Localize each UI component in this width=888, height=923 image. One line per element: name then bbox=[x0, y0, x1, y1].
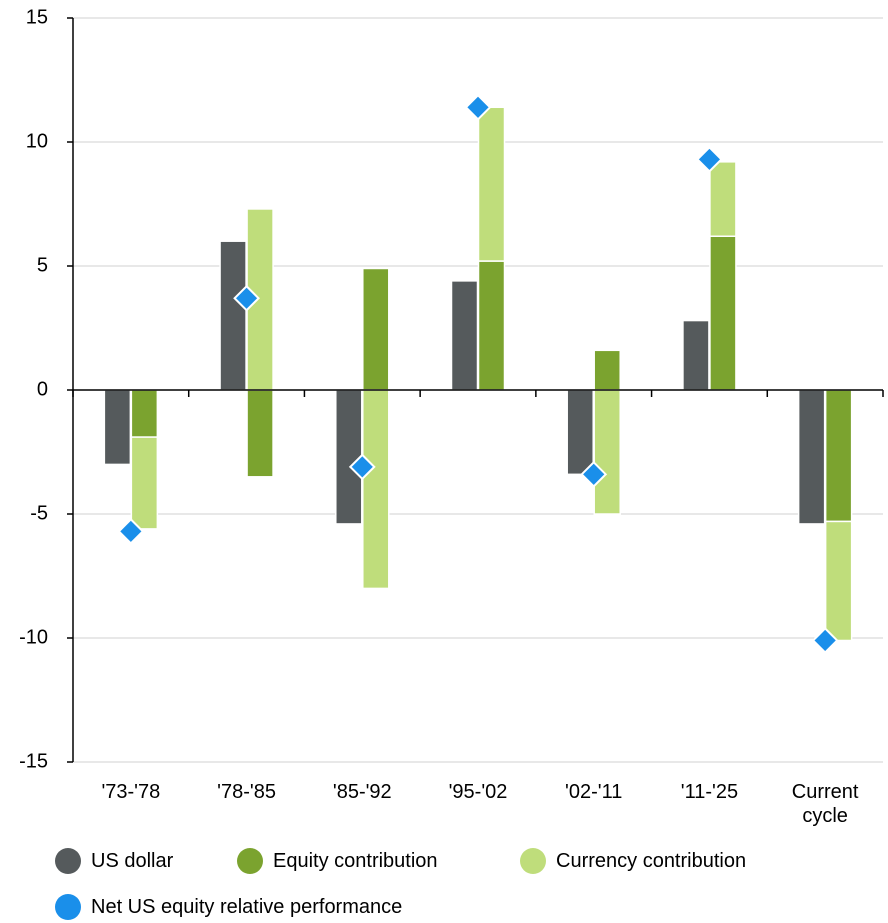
legend-item: Net US equity relative performance bbox=[55, 894, 402, 920]
bar bbox=[450, 280, 479, 391]
y-tick-label: 10 bbox=[26, 130, 48, 152]
y-tick-label: 0 bbox=[37, 378, 48, 400]
legend-label: Equity contribution bbox=[273, 849, 438, 872]
bar bbox=[797, 389, 826, 525]
y-tick-label: 15 bbox=[26, 6, 48, 28]
bar bbox=[130, 436, 159, 530]
legend-item: Currency contribution bbox=[520, 848, 746, 874]
x-tick-label: '02-'11 bbox=[565, 781, 623, 803]
bar bbox=[824, 389, 853, 523]
x-tick-label: Current cycle bbox=[791, 781, 859, 827]
marker bbox=[811, 627, 839, 654]
legend-swatch bbox=[237, 848, 263, 874]
bar bbox=[709, 161, 737, 237]
marker bbox=[580, 460, 608, 488]
x-tick-label: '85-'92 bbox=[332, 781, 392, 803]
marker bbox=[233, 284, 260, 312]
x-tick-label: '95-'02 bbox=[448, 781, 508, 803]
legend-swatch bbox=[55, 894, 81, 920]
y-tick-label: 5 bbox=[37, 254, 48, 276]
bar bbox=[362, 389, 390, 590]
bar bbox=[477, 260, 506, 391]
legend-label: Currency contribution bbox=[556, 849, 747, 872]
bar bbox=[709, 235, 737, 391]
legend-swatch bbox=[520, 848, 546, 874]
legend-label: Net US equity relative performance bbox=[91, 895, 403, 918]
bar bbox=[682, 319, 710, 391]
x-tick-label: '78-'85 bbox=[217, 781, 276, 803]
x-tick-label: '11-'25 bbox=[680, 781, 739, 803]
bar bbox=[824, 520, 853, 642]
legend-item: Equity contribution bbox=[237, 848, 438, 874]
bar bbox=[130, 389, 159, 438]
bar bbox=[246, 389, 274, 478]
y-tick-label: -5 bbox=[30, 502, 48, 524]
bar bbox=[477, 106, 506, 262]
y-tick-label: -10 bbox=[19, 626, 48, 648]
x-tick-label: '73-'78 bbox=[101, 781, 161, 803]
bar bbox=[593, 349, 621, 391]
marker bbox=[464, 93, 492, 121]
marker bbox=[348, 453, 376, 481]
legend-item: US dollar bbox=[55, 848, 173, 874]
bar bbox=[566, 389, 594, 476]
bar bbox=[103, 389, 132, 466]
bar bbox=[219, 240, 247, 391]
bar bbox=[362, 267, 390, 391]
marker bbox=[696, 145, 723, 173]
y-tick-label: -15 bbox=[19, 750, 48, 772]
legend-label: US dollar bbox=[91, 849, 174, 872]
bar bbox=[335, 389, 363, 525]
bar bbox=[593, 389, 621, 515]
legend-swatch bbox=[55, 848, 81, 874]
marker bbox=[117, 517, 145, 545]
